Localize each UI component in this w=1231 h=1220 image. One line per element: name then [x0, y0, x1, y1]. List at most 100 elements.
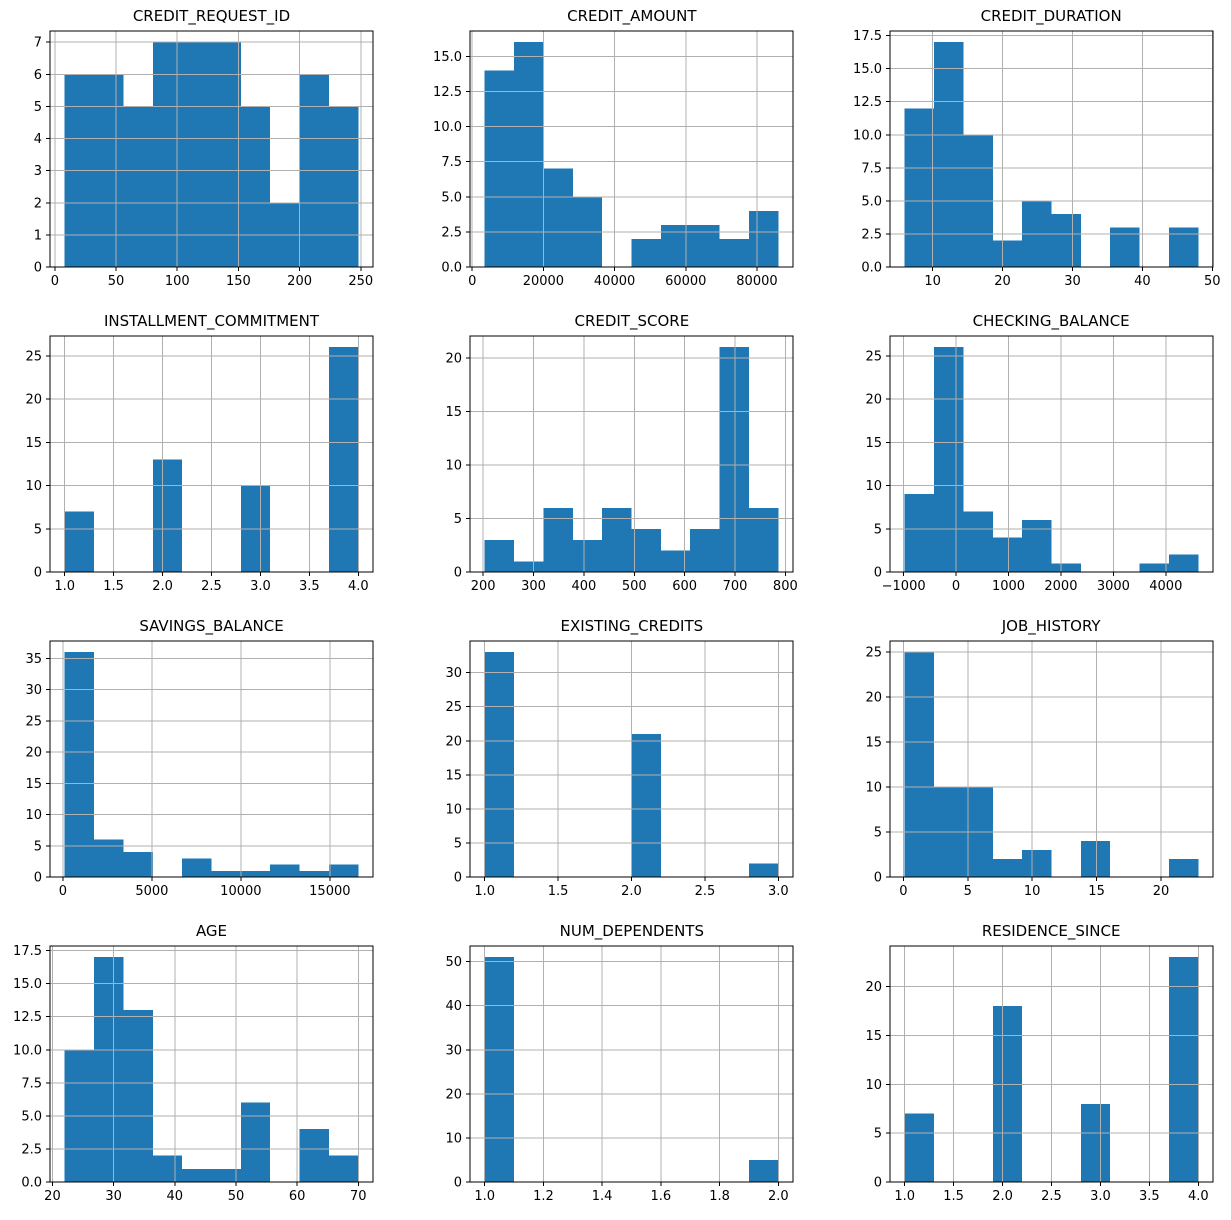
- tick-labels: 0 5000 10000 15000 0 5 10 15 20 25 30 35: [25, 652, 350, 899]
- y-tick-label: 0: [454, 1176, 462, 1191]
- axes-frame: [889, 30, 1214, 268]
- axes-frame: [469, 945, 794, 1183]
- x-tick-label: 20000: [523, 274, 564, 289]
- y-tick-label: 5: [873, 826, 881, 841]
- y-tick-label: 15.0: [853, 62, 882, 77]
- histogram-plot: 0 5 10 15 20 0 5 10 15 20 25: [865, 640, 1214, 899]
- x-tick-label: 4000: [1149, 579, 1182, 594]
- histogram-bar: [1168, 859, 1198, 877]
- histogram-bar: [328, 106, 359, 267]
- y-tick-label: 20: [865, 691, 882, 706]
- histogram-bar: [1080, 1103, 1110, 1182]
- subplot-residence-since: RESIDENCE_SINCE 1.0 1.5 2.0 2.5 3.0 3.5 4.0 0 5 1…: [821, 915, 1231, 1220]
- y-tick-label: 0: [34, 261, 42, 276]
- x-tick-label: 500: [622, 579, 647, 594]
- y-tick-label: 20: [446, 734, 463, 749]
- subplot-checking-balance: CHECKING_BALANCE −1000 0 1000 2000 3000 4000 0…: [821, 305, 1231, 610]
- histogram-bar: [514, 42, 544, 267]
- y-tick-label: 0: [873, 871, 881, 886]
- x-tick-label: 3.0: [1090, 1189, 1111, 1204]
- tick-labels: 1.0 1.5 2.0 2.5 3.0 0 5 10 15 20 25 30: [446, 666, 789, 899]
- y-tick-label: 10: [446, 1131, 463, 1146]
- histogram-bar: [1168, 227, 1198, 267]
- y-tick-label: 15: [865, 1029, 882, 1044]
- histogram-bar: [152, 1155, 183, 1182]
- x-tick-label: 2000: [1044, 579, 1077, 594]
- y-tick-label: 5: [34, 839, 42, 854]
- histogram-bars: [904, 957, 1198, 1182]
- y-tick-label: 15: [446, 768, 463, 783]
- histogram-plot: 0 5000 10000 15000 0 5 10 15 20 25 30 35: [25, 640, 374, 899]
- axes-frame: [469, 335, 794, 573]
- y-tick-label: 15: [865, 436, 882, 451]
- y-tick-label: 35: [25, 652, 42, 667]
- histogram-bar: [94, 839, 124, 877]
- x-tick-label: 0: [59, 884, 67, 899]
- x-tick-label: 10000: [220, 884, 261, 899]
- histogram-bar: [123, 852, 153, 877]
- y-tick-label: 10: [446, 802, 463, 817]
- x-tick-label: 1.0: [54, 579, 75, 594]
- y-tick-label: 15: [865, 736, 882, 751]
- y-tick-label: 0: [34, 871, 42, 886]
- y-tick-label: 25: [25, 349, 42, 364]
- gridlines: [889, 336, 1213, 573]
- histogram-bar: [749, 507, 779, 572]
- subplot-credit-amount: CREDIT_AMOUNT 0 20000 40000 60000 80000 0.0 2.…: [410, 0, 820, 305]
- axes-frame: [49, 30, 374, 268]
- tick-marks: [46, 41, 362, 271]
- histogram-bar: [992, 240, 1022, 267]
- y-tick-label: 3: [34, 164, 42, 179]
- x-tick-label: 2.0: [992, 1189, 1013, 1204]
- y-tick-label: 15: [25, 777, 42, 792]
- x-tick-label: 1.4: [592, 1189, 613, 1204]
- y-tick-label: 20: [865, 980, 882, 995]
- x-tick-label: 1.5: [548, 884, 569, 899]
- histogram-bar: [328, 347, 359, 572]
- x-tick-label: −1000: [881, 579, 925, 594]
- x-tick-label: 2.5: [695, 884, 716, 899]
- tick-marks: [885, 986, 1199, 1186]
- tick-labels: 1.0 1.2 1.4 1.6 1.8 2.0 0 10 20 30 40 50: [446, 955, 789, 1204]
- histogram-bar: [631, 733, 662, 877]
- subplot-title: CREDIT_REQUEST_ID: [132, 7, 291, 25]
- histogram-plot: 1.0 1.5 2.0 2.5 3.0 3.5 4.0 0 5 10 15 20 25: [25, 335, 374, 594]
- subplot-title: NUM_DEPENDENTS: [559, 922, 704, 940]
- x-tick-label: 10: [1024, 884, 1041, 899]
- histogram-bar: [719, 347, 750, 572]
- x-tick-label: 10: [924, 274, 941, 289]
- histogram-bar: [661, 550, 691, 572]
- y-tick-label: 10.0: [433, 120, 462, 135]
- x-tick-label: 0: [899, 884, 907, 899]
- y-tick-label: 10.0: [853, 128, 882, 143]
- histogram-plot: 200 300 400 500 600 700 800 0 5 10 15 20: [446, 335, 798, 594]
- subplot-title: RESIDENCE_SINCE: [981, 922, 1121, 940]
- tick-labels: 10 20 30 40 50 0.0 2.5 5.0 7.5 10.0 12.5 15.0 17.5: [853, 29, 1221, 289]
- y-tick-label: 2: [34, 196, 42, 211]
- histogram-bar: [904, 494, 934, 572]
- y-tick-label: 30: [446, 1043, 463, 1058]
- histogram-bar: [573, 539, 603, 572]
- histogram-bar: [328, 1155, 359, 1182]
- subplot-title: AGE: [195, 922, 228, 940]
- y-tick-label: 25: [865, 646, 882, 661]
- x-tick-label: 200: [287, 274, 312, 289]
- plot-background: [470, 946, 794, 1182]
- y-tick-label: 5: [454, 836, 462, 851]
- x-tick-label: 40: [167, 1189, 184, 1204]
- y-tick-label: 1: [34, 228, 42, 243]
- histogram-bar: [690, 529, 720, 572]
- histogram-bar: [749, 863, 779, 877]
- y-tick-label: 0.0: [442, 261, 463, 276]
- y-tick-label: 15.0: [13, 977, 42, 992]
- y-tick-label: 0: [873, 1176, 881, 1191]
- subplot-credit-request-id: CREDIT_REQUEST_ID 0 50 100 150 200 250 0 1 2 3 4 5 6…: [0, 0, 410, 305]
- y-tick-label: 5: [34, 522, 42, 537]
- tick-labels: 200 300 400 500 600 700 800 0 5 10 15 20: [446, 351, 798, 594]
- y-tick-label: 12.5: [853, 95, 882, 110]
- tick-marks: [46, 950, 359, 1186]
- gridlines: [889, 31, 1213, 268]
- histogram-bar: [1168, 554, 1198, 572]
- x-tick-label: 1.8: [710, 1189, 731, 1204]
